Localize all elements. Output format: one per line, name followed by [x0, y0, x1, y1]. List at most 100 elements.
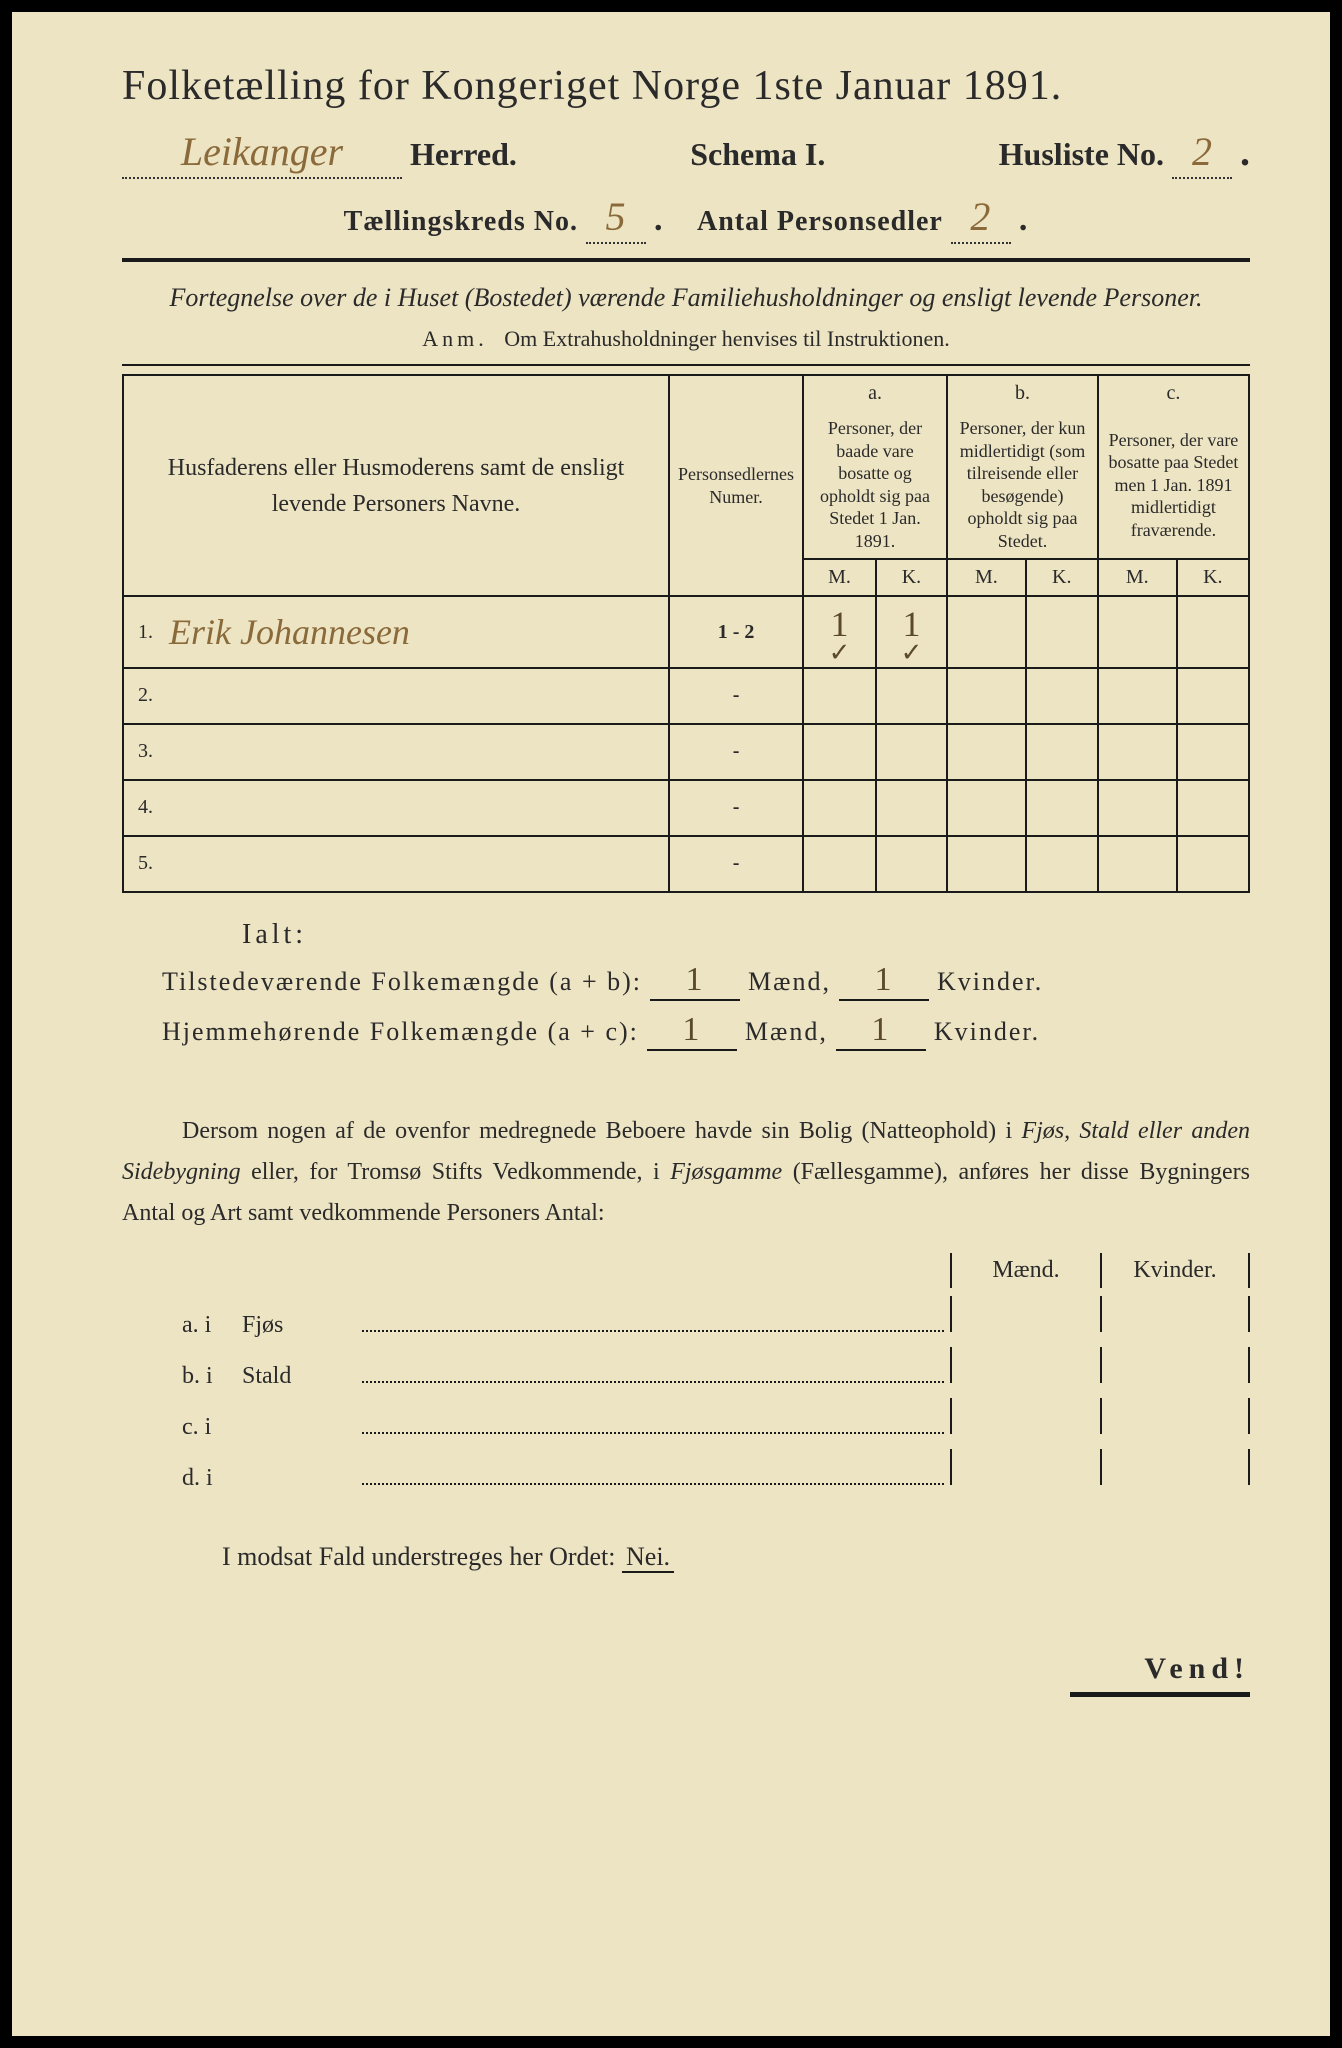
c-m-cell: [1098, 780, 1177, 836]
numer-cell: -: [669, 668, 803, 724]
row-number: 2.: [123, 668, 161, 724]
maend-cell: [950, 1296, 1100, 1332]
divider: [122, 258, 1250, 262]
husliste-label: Husliste No.: [999, 136, 1164, 173]
table-row: 1. Erik Johannesen 1 - 2 1✓ 1✓: [123, 596, 1249, 668]
nei-line: I modsat Fald understreges her Ordet: Ne…: [222, 1542, 1250, 1572]
kvinder-cell: [1100, 1296, 1250, 1332]
col-b-desc: Personer, der kun midlertidigt (som tilr…: [947, 411, 1098, 559]
building-row: a. i Fjøs: [182, 1296, 1250, 1339]
b-m-cell: [947, 668, 1026, 724]
col-c-k: K.: [1177, 559, 1249, 596]
building-paragraph: Dersom nogen af de ovenfor medregnede Be…: [122, 1111, 1250, 1233]
personsedler-label: Antal Personsedler: [697, 206, 943, 237]
a-m-cell: [803, 668, 876, 724]
b-m-cell: [947, 596, 1026, 668]
table-row: 2. -: [123, 668, 1249, 724]
sum-present: Tilstedeværende Folkemængde (a + b): 1 M…: [162, 961, 1250, 1001]
b-k-cell: [1026, 668, 1098, 724]
b-m-cell: [947, 724, 1026, 780]
header-line-3: Tællingskreds No. 5 . Antal Personsedler…: [122, 193, 1250, 244]
row-number: 4.: [123, 780, 161, 836]
herred-label: Herred.: [410, 136, 517, 173]
c-k-cell: [1177, 836, 1249, 892]
b-k-cell: [1026, 724, 1098, 780]
sum1-m: 1: [650, 961, 740, 1001]
numer-cell: -: [669, 780, 803, 836]
c-m-cell: [1098, 596, 1177, 668]
building-row: d. i: [182, 1449, 1250, 1492]
col-a-m: M.: [803, 559, 876, 596]
a-m-cell: [803, 836, 876, 892]
a-k-cell: [876, 836, 947, 892]
building-mk-header: Mænd. Kvinder.: [122, 1253, 1250, 1288]
c-m-cell: [1098, 724, 1177, 780]
herred-handwritten: Leikanger: [122, 128, 402, 179]
b-k-cell: [1026, 780, 1098, 836]
c-m-cell: [1098, 668, 1177, 724]
name-cell: Erik Johannesen: [161, 596, 669, 668]
page-title: Folketælling for Kongeriget Norge 1ste J…: [122, 62, 1250, 110]
col-b-label: b.: [947, 375, 1098, 411]
a-k-cell: [876, 668, 947, 724]
a-k-cell: 1✓: [876, 596, 947, 668]
subtitle: Fortegnelse over de i Huset (Bostedet) v…: [122, 280, 1250, 316]
schema-label: Schema I.: [690, 136, 825, 173]
a-k-cell: [876, 724, 947, 780]
a-m-cell: [803, 780, 876, 836]
a-m-cell: [803, 724, 876, 780]
maend-cell: [950, 1347, 1100, 1383]
building-letter: d. i: [182, 1465, 242, 1492]
sum1-k: 1: [839, 961, 929, 1001]
col-b-m: M.: [947, 559, 1026, 596]
c-k-cell: [1177, 668, 1249, 724]
name-cell: [161, 724, 669, 780]
table-row: 4. -: [123, 780, 1249, 836]
c-k-cell: [1177, 596, 1249, 668]
kvinder-header: Kvinder.: [1100, 1253, 1250, 1288]
b-k-cell: [1026, 836, 1098, 892]
col-a-k: K.: [876, 559, 947, 596]
col-c-m: M.: [1098, 559, 1177, 596]
b-k-cell: [1026, 596, 1098, 668]
ialt-label: Ialt:: [242, 919, 1250, 951]
dotted-line: [362, 1330, 944, 1332]
building-letter: a. i: [182, 1312, 242, 1339]
col-numer-header: Personsedlernes Numer.: [669, 375, 803, 596]
kreds-label: Tællingskreds No.: [344, 206, 578, 237]
dotted-line: [362, 1483, 944, 1485]
kvinder-cell: [1100, 1449, 1250, 1485]
col-a-desc: Personer, der baade vare bosatte og opho…: [803, 411, 947, 559]
sum-resident: Hjemmehørende Folkemængde (a + c): 1 Mæn…: [162, 1011, 1250, 1051]
c-m-cell: [1098, 836, 1177, 892]
household-table: Husfaderens eller Husmoderens samt de en…: [122, 374, 1250, 893]
census-form-page: Folketælling for Kongeriget Norge 1ste J…: [0, 0, 1342, 2048]
building-row: b. i Stald: [182, 1347, 1250, 1390]
name-cell: [161, 780, 669, 836]
c-k-cell: [1177, 724, 1249, 780]
row-number: 5.: [123, 836, 161, 892]
dotted-line: [362, 1381, 944, 1383]
building-type: Stald: [242, 1363, 362, 1390]
kvinder-cell: [1100, 1347, 1250, 1383]
building-row: c. i: [182, 1398, 1250, 1441]
c-k-cell: [1177, 780, 1249, 836]
row-number: 1.: [123, 596, 161, 668]
b-m-cell: [947, 780, 1026, 836]
table-row: 5. -: [123, 836, 1249, 892]
b-m-cell: [947, 836, 1026, 892]
maend-cell: [950, 1449, 1100, 1485]
building-letter: c. i: [182, 1414, 242, 1441]
row-number: 3.: [123, 724, 161, 780]
divider-thin: [122, 364, 1250, 366]
a-k-cell: [876, 780, 947, 836]
maend-cell: [950, 1398, 1100, 1434]
kreds-no: 5: [586, 193, 646, 244]
vend-label: Vend!: [1070, 1652, 1250, 1697]
numer-cell: -: [669, 724, 803, 780]
sum2-m: 1: [647, 1011, 737, 1051]
name-cell: [161, 668, 669, 724]
col-a-label: a.: [803, 375, 947, 411]
col-c-label: c.: [1098, 375, 1249, 411]
nei-word: Nei.: [622, 1542, 674, 1573]
